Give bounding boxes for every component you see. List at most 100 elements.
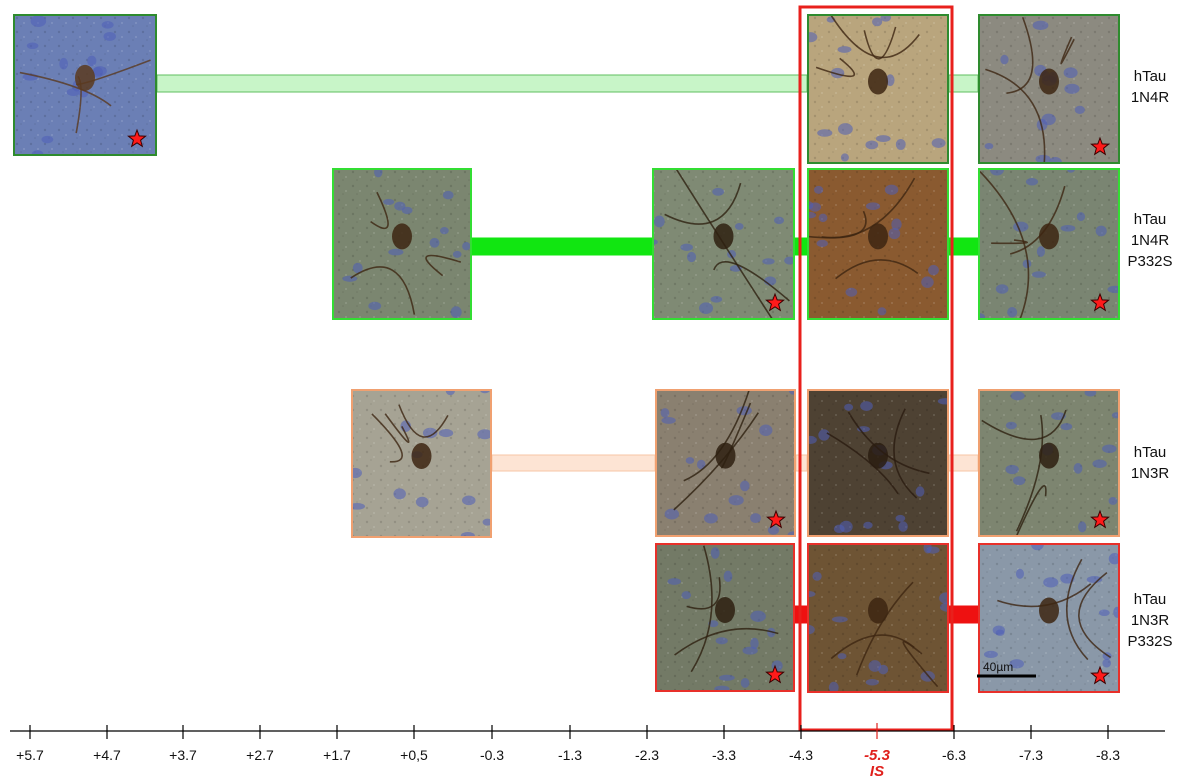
nucleus [1005, 421, 1017, 430]
nucleus [767, 627, 776, 638]
nucleus [837, 653, 847, 660]
nucleus [995, 284, 1009, 294]
axis-tick-label: -5.3 [864, 747, 891, 764]
nucleus [696, 459, 706, 470]
micrograph-tile [807, 14, 949, 164]
nucleus [1108, 553, 1120, 565]
nucleus [440, 227, 449, 235]
neurite [1006, 16, 1034, 94]
neuron-soma [1039, 68, 1059, 95]
nucleus [719, 674, 735, 681]
nucleus [807, 435, 817, 444]
micrograph-tile [978, 168, 1120, 320]
nucleus [878, 664, 889, 675]
tile-frame [351, 389, 492, 538]
nucleus [664, 508, 680, 520]
nucleus [812, 571, 822, 581]
nucleus [1060, 423, 1073, 431]
nucleus [898, 521, 908, 532]
nucleus [872, 17, 883, 27]
neurite [815, 57, 856, 78]
neurite [855, 581, 914, 676]
neurite [902, 640, 939, 688]
nucleus [860, 401, 873, 411]
nucleus [1102, 444, 1117, 453]
row-label-line: hTau [1134, 68, 1167, 85]
row-labels: hTau 1N4R hTau 1N4R P332S hTau 1N3R hTau 1N3R P33… [1127, 68, 1172, 650]
axis-tick-label: -3.3 [712, 747, 736, 763]
axis-tick-label: +5.7 [16, 747, 44, 763]
neuron-soma [392, 223, 412, 250]
micrograph-tiles [13, 14, 1120, 693]
nucleus [686, 251, 697, 263]
nucleus [30, 15, 47, 28]
row-label: hTau 1N3R [1131, 444, 1170, 482]
tile-frame [978, 543, 1120, 693]
neurite [370, 191, 389, 230]
nucleus [1012, 476, 1026, 486]
star-marker-icon [1090, 665, 1110, 685]
nucleus [1060, 573, 1075, 584]
nucleus [1041, 113, 1056, 126]
nucleus [388, 248, 404, 256]
star-marker-icon [765, 664, 785, 684]
nucleus [445, 389, 455, 396]
nucleus [352, 262, 363, 274]
tile-frame [807, 543, 949, 693]
nucleus [891, 218, 902, 231]
nucleus [429, 237, 440, 248]
neurite [807, 210, 867, 239]
nucleus [888, 227, 901, 240]
nucleus [704, 513, 718, 524]
nucleus [816, 239, 828, 248]
nucleus [699, 302, 714, 314]
row-label-line: P332S [1127, 253, 1172, 270]
row-label: hTau 1N4R P332S [1127, 211, 1172, 270]
neurite [674, 627, 779, 656]
neurite [686, 577, 721, 610]
nucleus [931, 138, 946, 148]
neurite [690, 545, 713, 673]
micrograph-tile [978, 389, 1120, 537]
micrograph-tile [655, 543, 795, 692]
tile-frame [655, 543, 795, 692]
tile-frame [807, 389, 949, 537]
nucleus [844, 403, 854, 411]
nucleus [351, 467, 362, 479]
tile-frame [655, 389, 796, 537]
nucleus [1015, 568, 1024, 579]
bregma-axis: +5.7 +4.7 +3.7 +2.7 +1.7 +0,5 -0.3 -1.3 -2.3 -3.3… [10, 723, 1165, 778]
nucleus [1064, 83, 1080, 94]
axis-tick-label: -4.3 [789, 747, 813, 763]
neurite [991, 239, 1028, 245]
micrograph-tile [807, 389, 949, 537]
neuron-soma [868, 597, 888, 624]
nucleus [1107, 285, 1120, 294]
micrograph-tile [351, 389, 492, 538]
nucleus [1078, 521, 1087, 533]
row-label-line: 1N4R [1131, 232, 1170, 249]
nucleus [728, 495, 744, 506]
nucleus [774, 216, 785, 225]
neurite [1060, 36, 1075, 65]
nucleus [984, 142, 994, 150]
nucleus [784, 256, 795, 265]
row-label-line: hTau [1134, 444, 1167, 461]
nucleus [1086, 576, 1103, 583]
nucleus [1074, 105, 1085, 114]
nucleus [1095, 225, 1107, 237]
neurite [398, 404, 449, 438]
nucleus [875, 135, 891, 143]
nucleus [828, 681, 839, 693]
coverage-bar-segment [491, 454, 656, 472]
tile-frame [807, 14, 949, 164]
neuron-soma [868, 223, 888, 250]
star-marker-icon [1090, 136, 1110, 156]
nucleus [937, 398, 949, 405]
coverage-bar-segment [471, 237, 653, 256]
neuron-soma [1039, 597, 1059, 624]
nucleus [817, 129, 833, 137]
nucleus [818, 213, 828, 223]
nucleus [750, 637, 759, 650]
